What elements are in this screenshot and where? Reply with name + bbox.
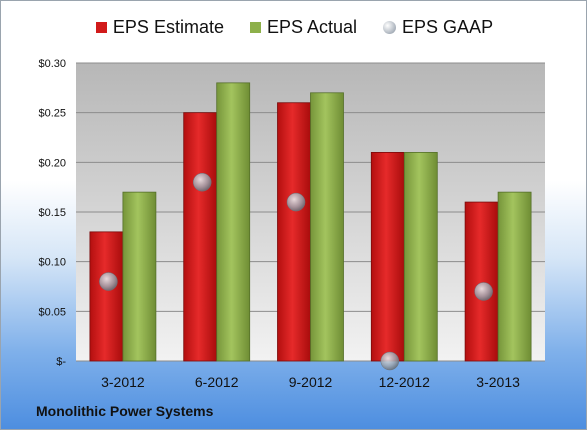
x-tick-label: 3-2013 [476,374,520,390]
y-tick-label: $0.05 [38,306,66,318]
bar-eps-estimate [89,231,124,362]
legend-swatch-eps-actual [249,22,261,33]
legend-label-eps-actual: EPS Actual [266,17,358,37]
gaap-point [99,272,118,291]
company-name: Monolithic Power Systems [36,403,214,419]
gaap-point [286,192,306,212]
bar-eps-estimate [464,201,499,362]
bar-eps-estimate [370,151,405,362]
y-tick-label: $0.20 [38,157,66,169]
bar-eps-estimate [277,102,311,362]
legend-item-eps-actual: EPS Actual [249,17,358,38]
x-tick-label: 9-2012 [289,374,333,390]
gaap-point [192,172,212,192]
y-tick-label: $0.30 [38,58,66,70]
bar-eps-actual [497,191,532,362]
legend-item-eps-gaap: EPS GAAP [383,17,493,38]
x-tick-label: 12-2012 [379,374,431,390]
gaap-point [380,351,400,371]
legend-item-eps-estimate: EPS Estimate [95,17,224,38]
gaap-point [474,282,493,301]
legend-label-eps-estimate: EPS Estimate [112,17,224,37]
x-tick-label: 3-2012 [101,374,145,390]
legend-swatch-eps-gaap [383,21,397,34]
legend: EPS Estimate EPS Actual EPS GAAP [1,17,586,38]
bar-eps-estimate [183,112,218,362]
bar-eps-actual [122,191,157,362]
y-tick-label: $0.10 [38,257,66,269]
legend-label-eps-gaap: EPS GAAP [402,17,494,37]
legend-swatch-eps-estimate [95,22,107,33]
x-tick-label: 6-2012 [195,374,239,390]
y-tick-label: $0.15 [38,207,66,219]
bar-eps-actual [310,92,344,362]
bar-eps-actual [403,151,438,362]
y-tick-label: $- [56,356,66,368]
bar-eps-actual [216,82,251,362]
y-tick-label: $0.25 [38,108,66,120]
